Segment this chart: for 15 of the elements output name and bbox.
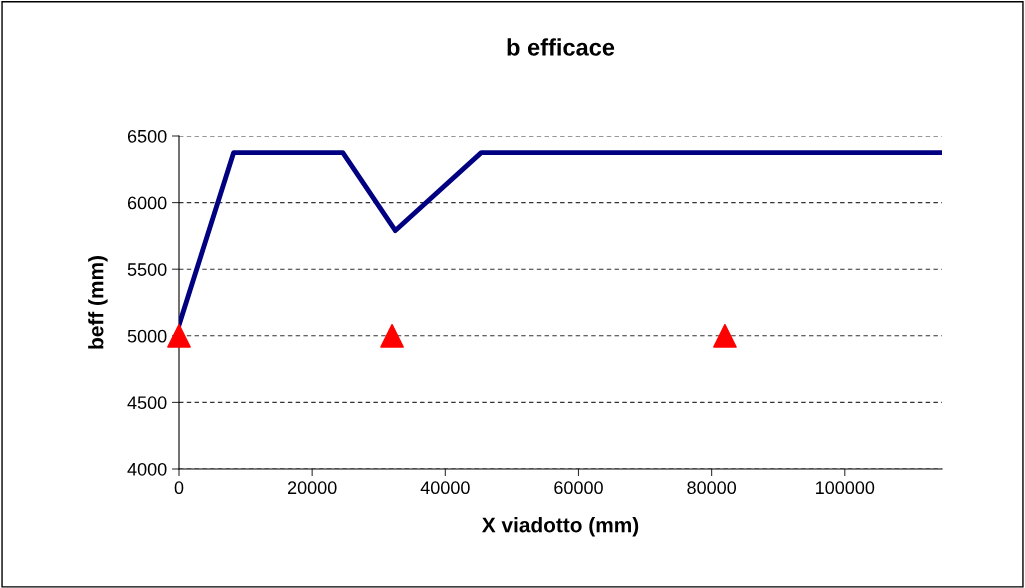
x-tick-label: 80000 (687, 481, 737, 495)
y-axis-title: beff (mm) (88, 256, 108, 349)
y-tick-label: 4500 (127, 396, 167, 410)
x-tick-label: 60000 (554, 481, 603, 495)
x-tick-label: 40000 (420, 481, 470, 495)
x-tick-label: 0 (174, 481, 184, 495)
y-tick-label: 6000 (127, 196, 167, 210)
y-tick-label: 5500 (127, 263, 167, 276)
y-tick-label: 5000 (127, 329, 167, 343)
y-tick-label: 6500 (127, 129, 167, 143)
x-tick-label: 100000 (816, 481, 875, 495)
y-tick-label: 4000 (127, 462, 167, 476)
x-tick-label: 20000 (287, 481, 337, 495)
x-axis-title: X viadotto (mm) (481, 517, 639, 537)
chart-title: b efficace (507, 38, 615, 56)
